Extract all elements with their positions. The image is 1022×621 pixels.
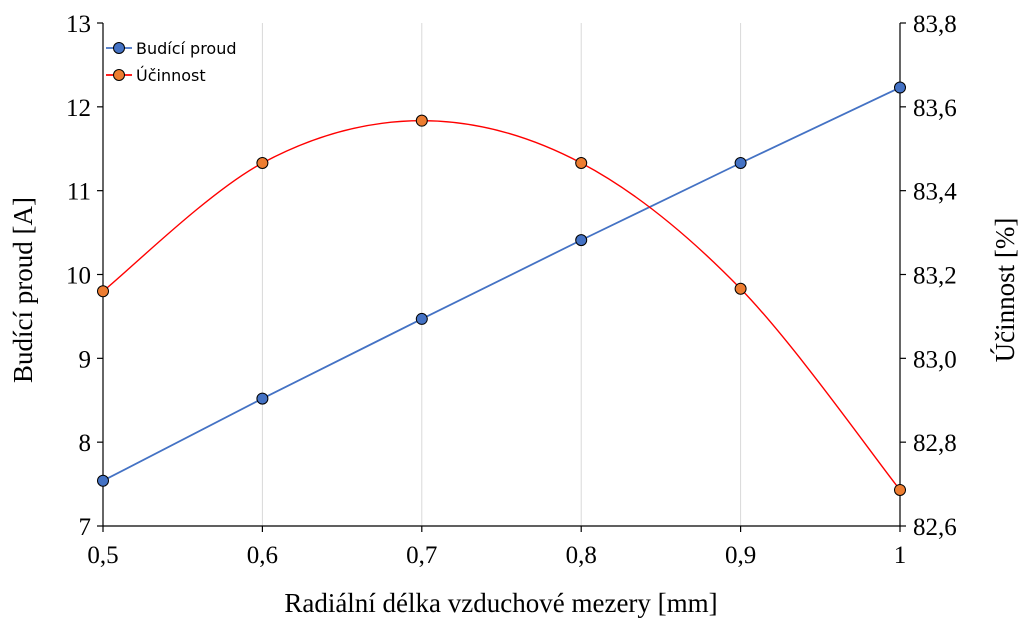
y2-tick-label: 83,2 [913,263,957,290]
tick-labels: 0,5 0,6 0,7 0,8 0,9 1 7 8 9 10 11 12 13 82,6 82,8 83,0 8… [66,11,957,569]
series-1-point-2 [415,114,428,127]
series [97,81,906,496]
x-tick-label: 0,8 [566,542,597,569]
y2-tick-label: 82,6 [913,514,957,541]
y-tick-label: 12 [66,95,91,122]
y-tick-label: 11 [67,179,91,206]
series-0-point-1 [256,392,269,405]
y-tick-label: 9 [79,346,92,373]
y2-tick-label: 82,8 [913,430,957,457]
series-line-1 [102,119,901,491]
y-axis-title: Budící proud [A] [8,197,38,383]
y-tick-label: 13 [66,11,91,38]
y2-tick-label: 83,6 [913,95,957,122]
x-tick-label: 0,9 [725,542,756,569]
series-0-point-3 [575,234,588,247]
x-tick-label: 0,5 [87,542,118,569]
series-0-point-4 [734,157,747,170]
x-tick-label: 1 [894,542,907,569]
series-1-point-1 [256,157,269,170]
axes [102,23,901,527]
series-1-point-4 [734,282,747,295]
legend-label-0: Budící proud [136,39,237,58]
legend-marker-1 [113,69,125,81]
y-tick-label: 10 [66,263,91,290]
x-axis-title: Radiální délka vzduchové mezery [mm] [284,588,717,618]
y-tick-label: 8 [79,430,92,457]
series-line-0 [102,86,901,482]
x-tick-label: 0,6 [247,542,278,569]
y2-tick-label: 83,0 [913,346,957,373]
series-0-point-2 [415,312,428,325]
y2-tick-label: 83,4 [913,179,957,206]
series-1-point-5 [894,483,906,496]
series-1-point-3 [575,157,588,170]
legend-marker-0 [113,42,125,54]
y-tick-label: 7 [79,514,92,541]
y2-axis-title: Účinnost [%] [990,218,1020,363]
legend: Budící proud Účinnost [106,39,237,85]
series-1-point-0 [97,285,109,298]
series-0-point-0 [97,474,109,487]
series-0-point-5 [894,81,906,94]
grid [261,23,742,526]
y2-tick-label: 83,8 [913,11,957,38]
x-tick-label: 0,7 [406,542,437,569]
legend-label-1: Účinnost [136,66,206,85]
